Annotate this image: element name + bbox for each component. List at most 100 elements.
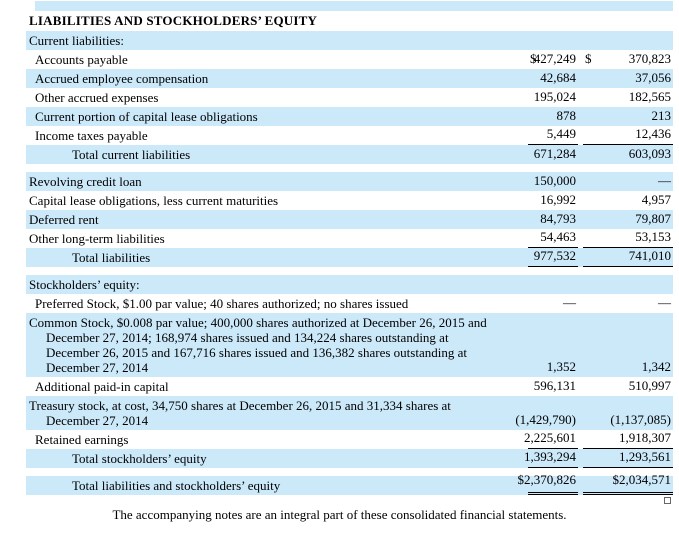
value-cell-fy2015: 1,352 (528, 313, 578, 377)
table-row: Other accrued expenses 195,024 182,565 (26, 88, 673, 107)
row-label: Other accrued expenses (26, 88, 528, 107)
table-row: Common Stock, $0.008 par value; 400,000 … (26, 313, 673, 377)
value-cell-fy2015: 42,684 (528, 69, 578, 88)
value-text: (1,137,085) (610, 412, 671, 427)
value-cell-fy2015: 2,225,601 (524, 430, 578, 449)
value-text: 370,823 (628, 51, 671, 66)
table-row: Capital lease obligations, less current … (26, 191, 673, 210)
table-row: Current portion of capital lease obligat… (26, 107, 673, 126)
table-row: Income taxes payable 5,449 12,436 (26, 126, 673, 145)
value-cell-fy2015: 195,024 (528, 88, 578, 107)
row-spacer (26, 164, 673, 172)
row-label: Treasury stock, at cost, 34,750 shares a… (26, 396, 528, 430)
value-text: 5,449 (546, 126, 576, 141)
value-text: 1,342 (641, 359, 671, 374)
row-label-text: Other long-term liabilities (29, 231, 165, 246)
value-cell-fy2015: 84,793 (528, 210, 578, 229)
value-cell-fy2014: 4,957 (583, 191, 673, 210)
value-text: (1,429,790) (515, 412, 576, 427)
row-label: Deferred rent (26, 210, 528, 229)
dollar-sign: $ (530, 51, 537, 66)
row-label: LIABILITIES AND STOCKHOLDERS’ EQUITY (26, 11, 528, 31)
value-cell-fy2014: (1,137,085) (583, 396, 673, 430)
value-text: 79,807 (635, 211, 671, 226)
value-text: — (658, 295, 671, 310)
value-text: 54,463 (540, 229, 576, 244)
value-text: — (658, 173, 671, 188)
value-text: 741,010 (628, 248, 671, 263)
row-label-text: Total liabilities (72, 250, 151, 265)
value-cell-fy2015 (528, 31, 578, 50)
table-row: Additional paid-in capital 596,131 510,997 (26, 377, 673, 396)
footer-note: The accompanying notes are an integral p… (112, 507, 567, 522)
table-row: Preferred Stock, $1.00 par value; 40 sha… (26, 294, 673, 313)
value-text: 12,436 (635, 126, 671, 141)
row-label-text: Preferred Stock, $1.00 par value; 40 sha… (35, 296, 409, 311)
row-label-text: Total stockholders’ equity (72, 451, 207, 466)
value-cell-fy2014: 603,093 (583, 145, 673, 164)
dollar-sign: $ (585, 51, 592, 66)
row-label-line: Treasury stock, at cost, 34,750 shares a… (29, 398, 451, 413)
table-row: Total liabilities and stockholders’ equi… (26, 472, 673, 495)
row-label: Other long-term liabilities (26, 229, 528, 248)
row-label: Revolving credit loan (26, 172, 528, 191)
value-text: $2,034,571 (612, 472, 672, 487)
row-label: Income taxes payable (26, 126, 528, 145)
table-row: Total stockholders’ equity 1,393,294 1,293… (26, 449, 673, 468)
row-label-text: Total current liabilities (72, 147, 191, 162)
row-label: Additional paid-in capital (26, 377, 528, 396)
row-label: Common Stock, $0.008 par value; 400,000 … (26, 313, 528, 377)
value-cell-fy2014: — (583, 172, 673, 191)
row-label-line: December 27, 2014; 168,974 shares issued… (46, 330, 449, 345)
value-text: 213 (651, 108, 672, 123)
value-text: 2,225,601 (524, 430, 576, 445)
row-label-text: Deferred rent (29, 212, 99, 227)
row-label: Accrued employee compensation (26, 69, 528, 88)
value-text: 878 (556, 108, 577, 123)
row-label: Stockholders’ equity: (26, 275, 528, 294)
value-cell-fy2015 (528, 275, 578, 294)
value-text: 16,992 (540, 192, 576, 207)
value-cell-fy2014: 79,807 (583, 210, 673, 229)
table-row: Accounts payable $427,249 $370,823 (26, 50, 673, 69)
row-label-text: Additional paid-in capital (35, 379, 169, 394)
row-label-text: Other accrued expenses (35, 90, 159, 105)
row-label: Total liabilities (26, 248, 528, 267)
row-label: Total liabilities and stockholders’ equi… (26, 476, 528, 495)
value-cell-fy2014: 37,056 (583, 69, 673, 88)
table-row: Retained earnings 2,225,601 1,918,307 (26, 430, 673, 449)
row-spacer (26, 267, 673, 275)
value-cell-fy2014: 213 (583, 107, 673, 126)
row-label: Accounts payable (26, 50, 528, 69)
value-cell-fy2015: 16,992 (528, 191, 578, 210)
value-cell-fy2014: 741,010 (583, 248, 673, 267)
value-text: 510,997 (628, 378, 671, 393)
row-label-text: Current liabilities: (29, 33, 124, 48)
row-label: Total stockholders’ equity (26, 449, 528, 468)
value-text: 1,352 (546, 359, 576, 374)
table-row: Treasury stock, at cost, 34,750 shares a… (26, 396, 673, 430)
value-cell-fy2014: 1,918,307 (583, 430, 673, 449)
row-label-line: December 27, 2014 (46, 360, 149, 375)
value-cell-fy2014: 53,153 (583, 229, 673, 248)
row-label-text: Income taxes payable (35, 128, 148, 143)
value-text: 977,532 (533, 248, 576, 263)
value-cell-fy2015: 1,393,294 (524, 449, 578, 468)
value-cell-fy2015: 977,532 (528, 248, 578, 267)
value-text: — (563, 295, 576, 310)
row-label-text: LIABILITIES AND STOCKHOLDERS’ EQUITY (29, 13, 318, 28)
value-cell-fy2015: — (528, 294, 578, 313)
row-label: Capital lease obligations, less current … (26, 191, 528, 210)
row-label-line: December 27, 2014 (46, 413, 149, 428)
value-cell-fy2015: 5,449 (528, 126, 578, 145)
value-text: 596,131 (533, 378, 576, 393)
resize-handle-square[interactable] (664, 497, 671, 504)
value-text: 4,957 (641, 192, 671, 207)
value-text: 671,284 (533, 146, 576, 161)
table-row: Total liabilities 977,532 741,010 (26, 248, 673, 267)
row-label-text: Capital lease obligations, less current … (29, 193, 279, 208)
value-text: 42,684 (540, 70, 576, 85)
row-label: Total current liabilities (26, 145, 528, 164)
value-text: 37,056 (635, 70, 671, 85)
